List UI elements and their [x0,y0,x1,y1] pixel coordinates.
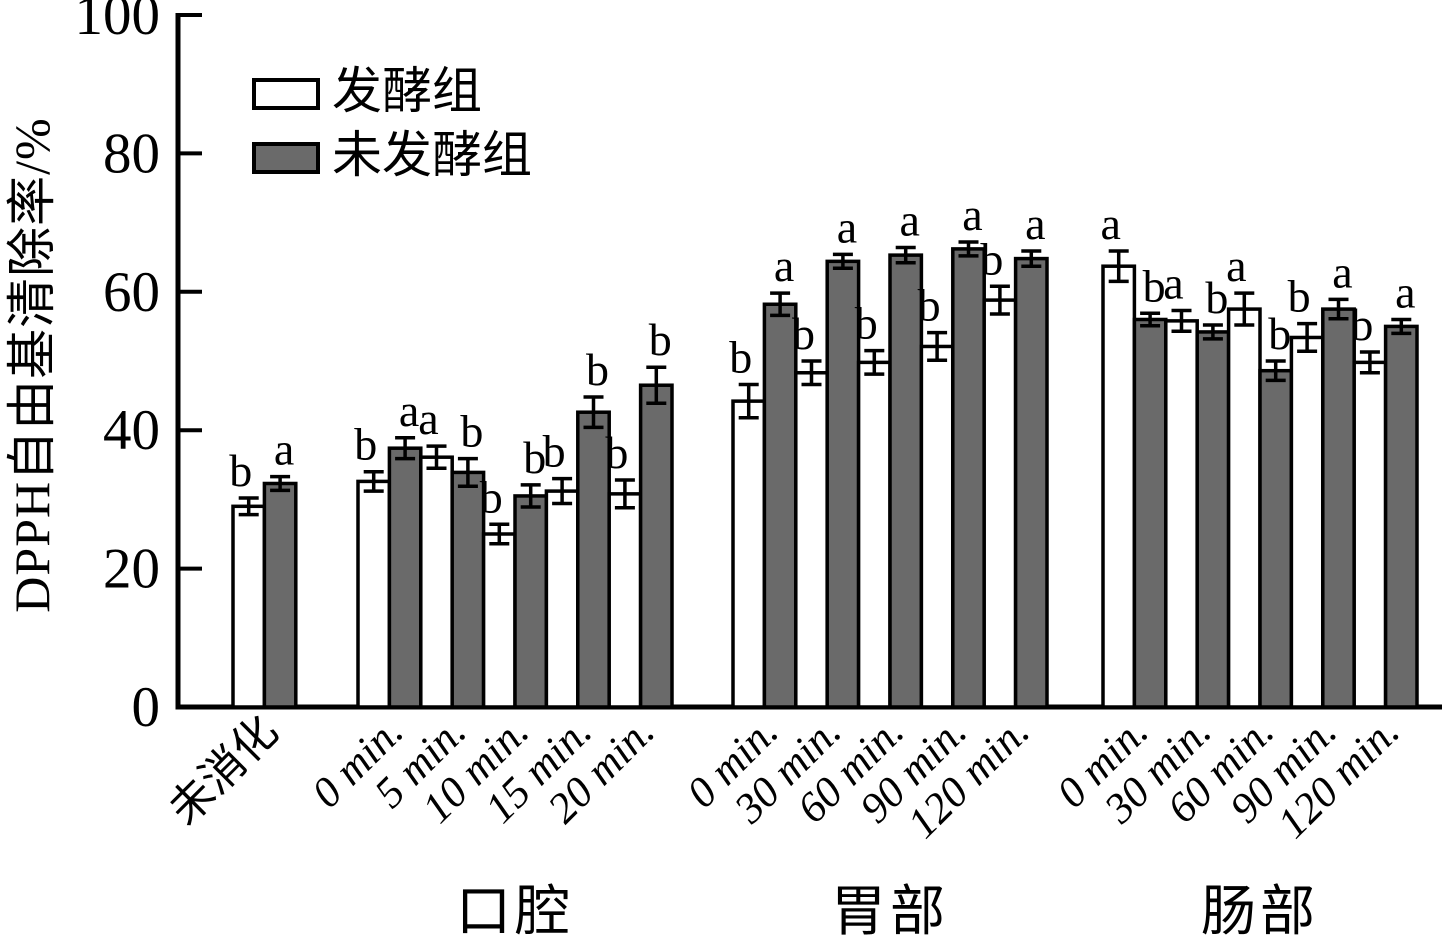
sig-letter: b [1143,260,1166,311]
sig-letter: a [1226,240,1246,291]
sig-letter: b [605,427,628,478]
bar-发酵组 [231,504,267,709]
group-label: 口腔 [456,881,574,942]
group-label: 胃部 [831,881,949,942]
bar-发酵组 [1226,307,1262,709]
sig-letter: b [523,432,546,483]
sig-letter: b [460,406,483,457]
bar-未发酵组 [387,446,423,709]
bar-发酵组 [1352,360,1388,709]
sig-letter: b [543,426,566,477]
sig-letter: a [1100,198,1120,249]
bar-发酵组 [856,360,892,709]
sig-letter: b [1288,271,1311,322]
sig-letter: a [899,195,919,246]
y-tick-label: 80 [103,122,160,185]
sig-letter: b [729,332,752,383]
sig-letter: a [774,240,794,291]
bar-未发酵组 [1013,256,1049,709]
x-tick-label: 未消化 [159,706,287,834]
legend-label-unfermented: 未发酵组 [332,127,532,183]
sig-letter: b [649,314,672,365]
bar-发酵组 [1164,319,1199,709]
sig-letter: b [354,419,377,470]
y-tick-label: 0 [132,676,161,739]
legend-label-fermented: 发酵组 [332,63,482,119]
bar-未发酵组 [513,494,549,709]
sig-letter: a [1025,198,1045,249]
bar-发酵组 [731,399,767,709]
sig-letter: b [918,280,941,331]
sig-letter: b [1350,299,1373,350]
sig-letter: b [792,308,815,359]
sig-letter: b [855,298,878,349]
y-tick-label: 20 [103,538,160,601]
bar-发酵组 [356,479,392,709]
y-tick-label: 40 [103,399,160,462]
y-axis-title: DPPH自由基清除率/% [4,117,60,613]
legend-swatch-fermented [252,78,320,110]
bar-未发酵组 [576,410,611,709]
bar-未发酵组 [262,481,298,709]
bar-发酵组 [481,532,517,709]
bar-未发酵组 [1132,317,1168,709]
sig-letter: a [1163,257,1183,308]
bar-发酵组 [544,489,580,709]
sig-letter: a [274,424,294,475]
bar-发酵组 [794,371,829,709]
y-tick-label: 100 [75,0,161,47]
sig-letter: b [1205,272,1228,323]
sig-letter: a [962,189,982,240]
sig-letter: b [980,233,1003,284]
bar-未发酵组 [638,383,674,709]
sig-letter: b [229,445,252,496]
bar-发酵组 [982,298,1018,709]
legend-swatch-unfermented [252,142,320,174]
bar-发酵组 [419,455,454,709]
bar-未发酵组 [951,247,986,709]
bar-未发酵组 [1321,307,1356,709]
bar-未发酵组 [1195,330,1231,709]
sig-letter: a [1332,246,1352,297]
bar-发酵组 [919,344,955,709]
group-label: 肠部 [1201,881,1319,942]
bar-未发酵组 [762,302,798,709]
bar-发酵组 [1289,335,1325,709]
bar-发酵组 [1101,264,1137,709]
sig-letter: b [480,471,503,522]
sig-letter: a [418,393,438,444]
sig-letter: a [1395,266,1415,317]
sig-letter: a [399,385,419,436]
bar-未发酵组 [1258,368,1294,709]
sig-letter: a [837,201,857,252]
bar-发酵组 [607,492,643,709]
y-tick-label: 60 [103,261,160,324]
sig-letter: b [586,344,609,395]
bar-未发酵组 [1383,324,1419,709]
sig-letter: b [1268,308,1291,359]
